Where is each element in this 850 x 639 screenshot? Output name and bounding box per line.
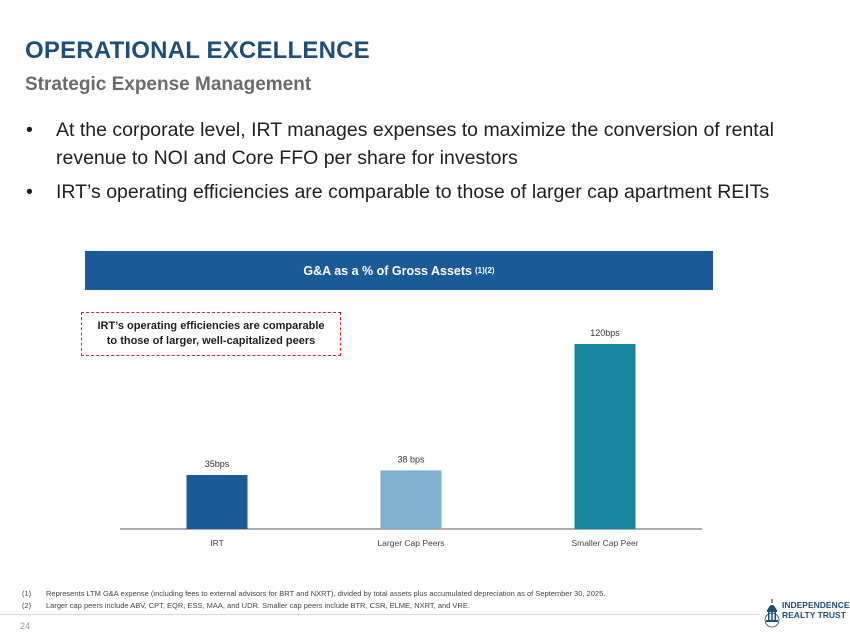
bullet-item: • At the corporate level, IRT manages ex…: [26, 116, 806, 172]
x-tick-label: IRT: [210, 538, 224, 548]
company-logo: INDEPENDENCE REALTY TRUST: [764, 596, 850, 630]
callout-line-2: to those of larger, well-capitalized pee…: [106, 335, 316, 347]
footnote-text: Larger cap peers include ABV, CPT, EQR, …: [46, 601, 470, 610]
page-subtitle: Strategic Expense Management: [25, 74, 312, 95]
callout-box: IRT’s operating efficiencies are compara…: [81, 312, 341, 356]
page-number: 24: [20, 621, 31, 631]
chart-title-footnote-ref: (1)(2): [475, 266, 495, 275]
logo-line-1: INDEPENDENCE: [782, 600, 850, 610]
chart-title: G&A as a % of Gross Assets: [303, 263, 473, 278]
footnote-1: (1) Represents LTM G&A expense (including…: [22, 588, 605, 600]
footnote-number: (2): [22, 601, 32, 610]
footnote-number: (1): [22, 589, 32, 598]
footer-divider: [0, 614, 760, 615]
x-tick-label: Larger Cap Peers: [377, 538, 444, 548]
bar-value-label: 35bps: [205, 459, 230, 469]
bar-value-label: 120bps: [590, 328, 620, 338]
bullet-list: • At the corporate level, IRT manages ex…: [26, 116, 806, 212]
bar-irt: [186, 475, 248, 529]
bullet-text: IRT’s operating efficiencies are compara…: [56, 181, 770, 203]
bullet-text: At the corporate level, IRT manages expe…: [56, 119, 774, 169]
footnotes: (1) Represents LTM G&A expense (including…: [22, 588, 605, 612]
bullet-icon: •: [26, 181, 33, 203]
x-tick-label: Smaller Cap Peer: [571, 538, 638, 548]
bullet-item: • IRT’s operating efficiencies are compa…: [26, 178, 806, 206]
footnote-text: Represents LTM G&A expense (including fe…: [46, 589, 606, 598]
bar-smaller-cap-peer: [574, 344, 636, 529]
footnote-2: (2) Larger cap peers include ABV, CPT, EQ…: [22, 600, 605, 612]
logo-line-2: REALTY TRUST: [782, 610, 846, 620]
bullet-icon: •: [26, 119, 33, 141]
chart-title-band: G&A as a % of Gross Assets (1)(2): [85, 251, 713, 290]
capitol-dome-icon: [764, 599, 780, 628]
bar-value-label: 38 bps: [397, 454, 425, 464]
callout-line-1: IRT’s operating efficiencies are compara…: [97, 320, 325, 332]
bar-larger-cap-peers: [380, 470, 442, 529]
page-title: OPERATIONAL EXCELLENCE: [25, 37, 370, 64]
